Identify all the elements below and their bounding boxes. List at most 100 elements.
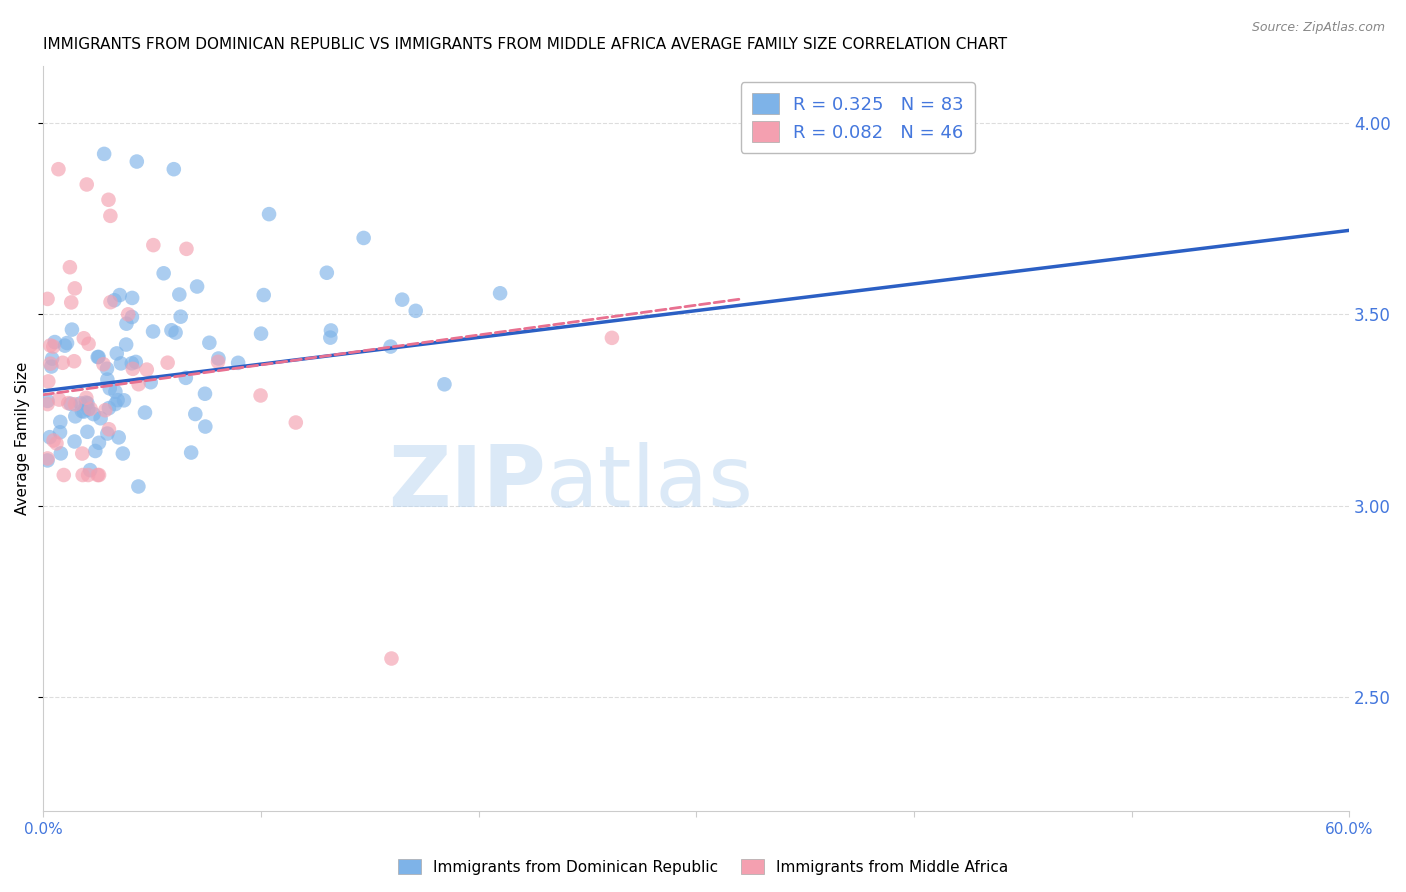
Point [121,291,143,305]
Point [84,444,107,458]
Point [37,393,59,408]
Point [52,356,75,370]
Point [600,331,623,345]
Point [49,415,72,429]
Point [73,331,96,345]
Point [142,238,165,252]
Point [405,303,427,318]
Point [87,350,110,364]
Point [90,411,112,425]
Point [315,266,337,280]
Point [284,416,307,430]
Point [77,402,100,417]
Point [63,434,86,449]
Point [160,323,183,337]
Point [207,355,229,369]
Point [49,446,72,460]
Point [41,351,63,366]
Point [380,651,402,665]
Point [110,356,132,370]
Point [96,426,118,441]
Point [44,334,66,349]
Point [176,242,198,256]
Text: IMMIGRANTS FROM DOMINICAN REPUBLIC VS IMMIGRANTS FROM MIDDLE AFRICA AVERAGE FAMI: IMMIGRANTS FROM DOMINICAN REPUBLIC VS IM… [44,37,1007,53]
Point [58,396,80,410]
Text: atlas: atlas [546,442,754,524]
Point [59,260,82,275]
Point [63,354,86,368]
Point [489,286,512,301]
Point [75,395,97,409]
Point [63,281,86,295]
Point [76,425,98,439]
Point [180,445,202,459]
Point [198,335,221,350]
Point [142,325,165,339]
Point [93,357,115,371]
Point [79,401,101,416]
Point [152,266,174,280]
Point [76,178,98,192]
Point [72,446,94,460]
Point [115,337,138,351]
Point [207,351,229,366]
Point [60,323,83,337]
Point [87,350,110,364]
Point [249,388,271,402]
Point [56,336,79,351]
Point [77,336,100,351]
Point [87,435,110,450]
Point [128,377,150,392]
Point [65,409,87,424]
Point [121,356,143,370]
Point [63,397,86,411]
Point [380,340,402,354]
Point [250,326,273,341]
Point [186,279,208,293]
Point [39,338,62,352]
Point [112,393,135,408]
Point [38,430,60,444]
Point [257,207,280,221]
Point [59,397,82,411]
Point [37,292,59,306]
Point [52,468,75,483]
Point [75,391,97,405]
Point [433,377,456,392]
Point [42,340,65,354]
Point [37,375,59,389]
Point [117,307,139,321]
Point [53,338,76,352]
Point [174,371,197,385]
Point [103,293,125,308]
Point [105,346,128,360]
Point [134,405,156,419]
Point [121,310,143,324]
Point [60,295,83,310]
Point [76,396,98,410]
Point [97,401,120,416]
Point [194,386,217,401]
Point [104,384,127,399]
Point [73,404,96,418]
Point [72,468,94,483]
Text: Source: ZipAtlas.com: Source: ZipAtlas.com [1251,21,1385,34]
Point [37,453,59,467]
Point [48,162,70,177]
Point [97,422,120,436]
Point [111,446,134,460]
Point [37,451,59,466]
Point [253,288,276,302]
Point [194,419,217,434]
Point [319,331,342,345]
Y-axis label: Average Family Size: Average Family Size [15,362,30,516]
Point [94,403,117,417]
Point [163,162,186,177]
Point [87,468,110,483]
Point [319,323,342,337]
Point [107,430,129,444]
Legend: Immigrants from Dominican Republic, Immigrants from Middle Africa: Immigrants from Dominican Republic, Immi… [392,853,1014,880]
Point [169,287,191,301]
Point [83,407,105,421]
Point [391,293,413,307]
